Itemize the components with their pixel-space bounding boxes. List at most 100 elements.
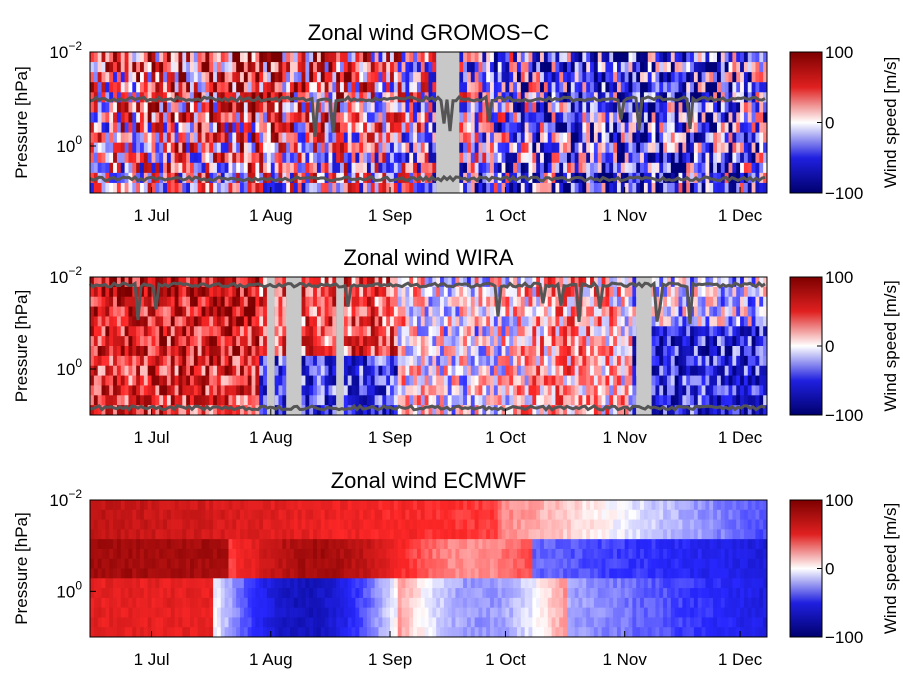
heatmap-cell: [243, 162, 249, 174]
heatmap-cell: [705, 385, 710, 396]
heatmap-cell: [259, 92, 264, 103]
heatmap-cell: [524, 286, 529, 298]
heatmap-cell: [136, 62, 141, 73]
heatmap-cell: [374, 346, 379, 357]
heatmap-cell: [355, 375, 360, 386]
heatmap-cell: [424, 82, 429, 93]
heatmap-cell: [555, 385, 560, 396]
heatmap-cell: [674, 142, 679, 154]
heatmap-cell: [324, 326, 329, 337]
heatmap-cell: [478, 82, 483, 93]
heatmap-cell: [163, 132, 168, 144]
heatmap-cell: [305, 122, 310, 133]
heatmap-cell: [651, 182, 656, 194]
heatmap-cell: [274, 306, 279, 317]
heatmap-cell: [113, 346, 118, 357]
heatmap-cell: [328, 122, 333, 133]
heatmap-cell: [566, 142, 572, 154]
heatmap-cell: [147, 306, 152, 317]
heatmap-cell: [409, 346, 414, 357]
heatmap-cell: [451, 365, 456, 376]
heatmap-cell: [120, 385, 126, 396]
heatmap-cell: [628, 142, 633, 154]
heatmap-cell: [528, 122, 533, 133]
heatmap-cell: [690, 355, 695, 367]
heatmap-cell: [97, 375, 102, 386]
heatmap-cell: [609, 62, 614, 73]
heatmap-cell: [555, 142, 560, 154]
heatmap-cell: [528, 355, 533, 367]
heatmap-cell: [109, 52, 114, 63]
heatmap-cell: [728, 296, 733, 307]
heatmap-cell: [640, 162, 645, 174]
heatmap-cell: [213, 355, 218, 367]
heatmap-cell: [697, 286, 703, 298]
heatmap-cell: [493, 102, 499, 113]
heatmap-cell: [690, 132, 695, 144]
heatmap-cell: [436, 395, 441, 406]
heatmap-cell: [151, 182, 156, 194]
heatmap-cell: [397, 405, 402, 416]
heatmap-cell: [543, 162, 549, 174]
heatmap-cell: [147, 102, 152, 113]
heatmap-cell: [640, 182, 645, 194]
heatmap-cell: [263, 405, 268, 416]
heatmap-cell: [240, 277, 245, 288]
heatmap-cell: [543, 142, 549, 154]
heatmap-cell: [366, 102, 372, 113]
heatmap-cell: [616, 132, 622, 144]
heatmap-cell: [451, 346, 456, 357]
heatmap-cell: [90, 52, 95, 63]
heatmap-cell: [493, 375, 499, 386]
heatmap-cell: [366, 355, 372, 367]
heatmap-cell: [678, 72, 683, 83]
heatmap-cell: [570, 182, 576, 194]
heatmap-cell: [309, 375, 314, 386]
heatmap-cell: [547, 346, 552, 357]
heatmap-cell: [413, 82, 418, 93]
heatmap-cell: [509, 52, 514, 63]
heatmap-cell: [563, 385, 568, 396]
heatmap-cell: [255, 385, 260, 396]
heatmap-cell: [555, 395, 560, 406]
heatmap-cell: [340, 182, 345, 194]
heatmap-cell: [305, 355, 310, 367]
heatmap-cell: [609, 132, 614, 144]
heatmap-cell: [186, 92, 191, 103]
heatmap-cell: [105, 82, 110, 93]
heatmap-cell: [282, 102, 287, 113]
heatmap-cell: [263, 346, 268, 357]
heatmap-cell: [674, 306, 679, 317]
heatmap-cell: [205, 172, 210, 184]
heatmap-cell: [174, 286, 179, 298]
heatmap-cell: [255, 296, 260, 307]
heatmap-cell: [536, 306, 541, 317]
heatmap-cell: [501, 82, 506, 93]
heatmap-cell: [178, 365, 183, 376]
heatmap-cell: [609, 395, 614, 406]
heatmap-cell: [736, 375, 741, 386]
heatmap-cell: [105, 316, 110, 327]
heatmap-cell: [743, 306, 749, 317]
heatmap-cell: [416, 296, 422, 307]
heatmap-cell: [432, 132, 437, 144]
heatmap-cell: [497, 162, 502, 174]
heatmap-cell: [101, 405, 106, 416]
heatmap-cell: [386, 316, 391, 327]
heatmap-cell: [743, 142, 749, 154]
heatmap-cell: [705, 346, 710, 357]
heatmap-cell: [136, 102, 141, 113]
heatmap-cell: [547, 182, 552, 194]
heatmap-cell: [540, 326, 545, 337]
heatmap-cell: [247, 122, 252, 133]
heatmap-cell: [297, 182, 302, 194]
heatmap-cell: [290, 82, 295, 93]
heatmap-cell: [524, 142, 529, 154]
heatmap-cell: [440, 346, 445, 357]
heatmap-cell: [243, 52, 249, 63]
heatmap-cell: [213, 112, 218, 123]
heatmap-cell: [109, 306, 114, 317]
heatmap-cell: [486, 72, 491, 83]
heatmap-cell: [301, 142, 306, 154]
